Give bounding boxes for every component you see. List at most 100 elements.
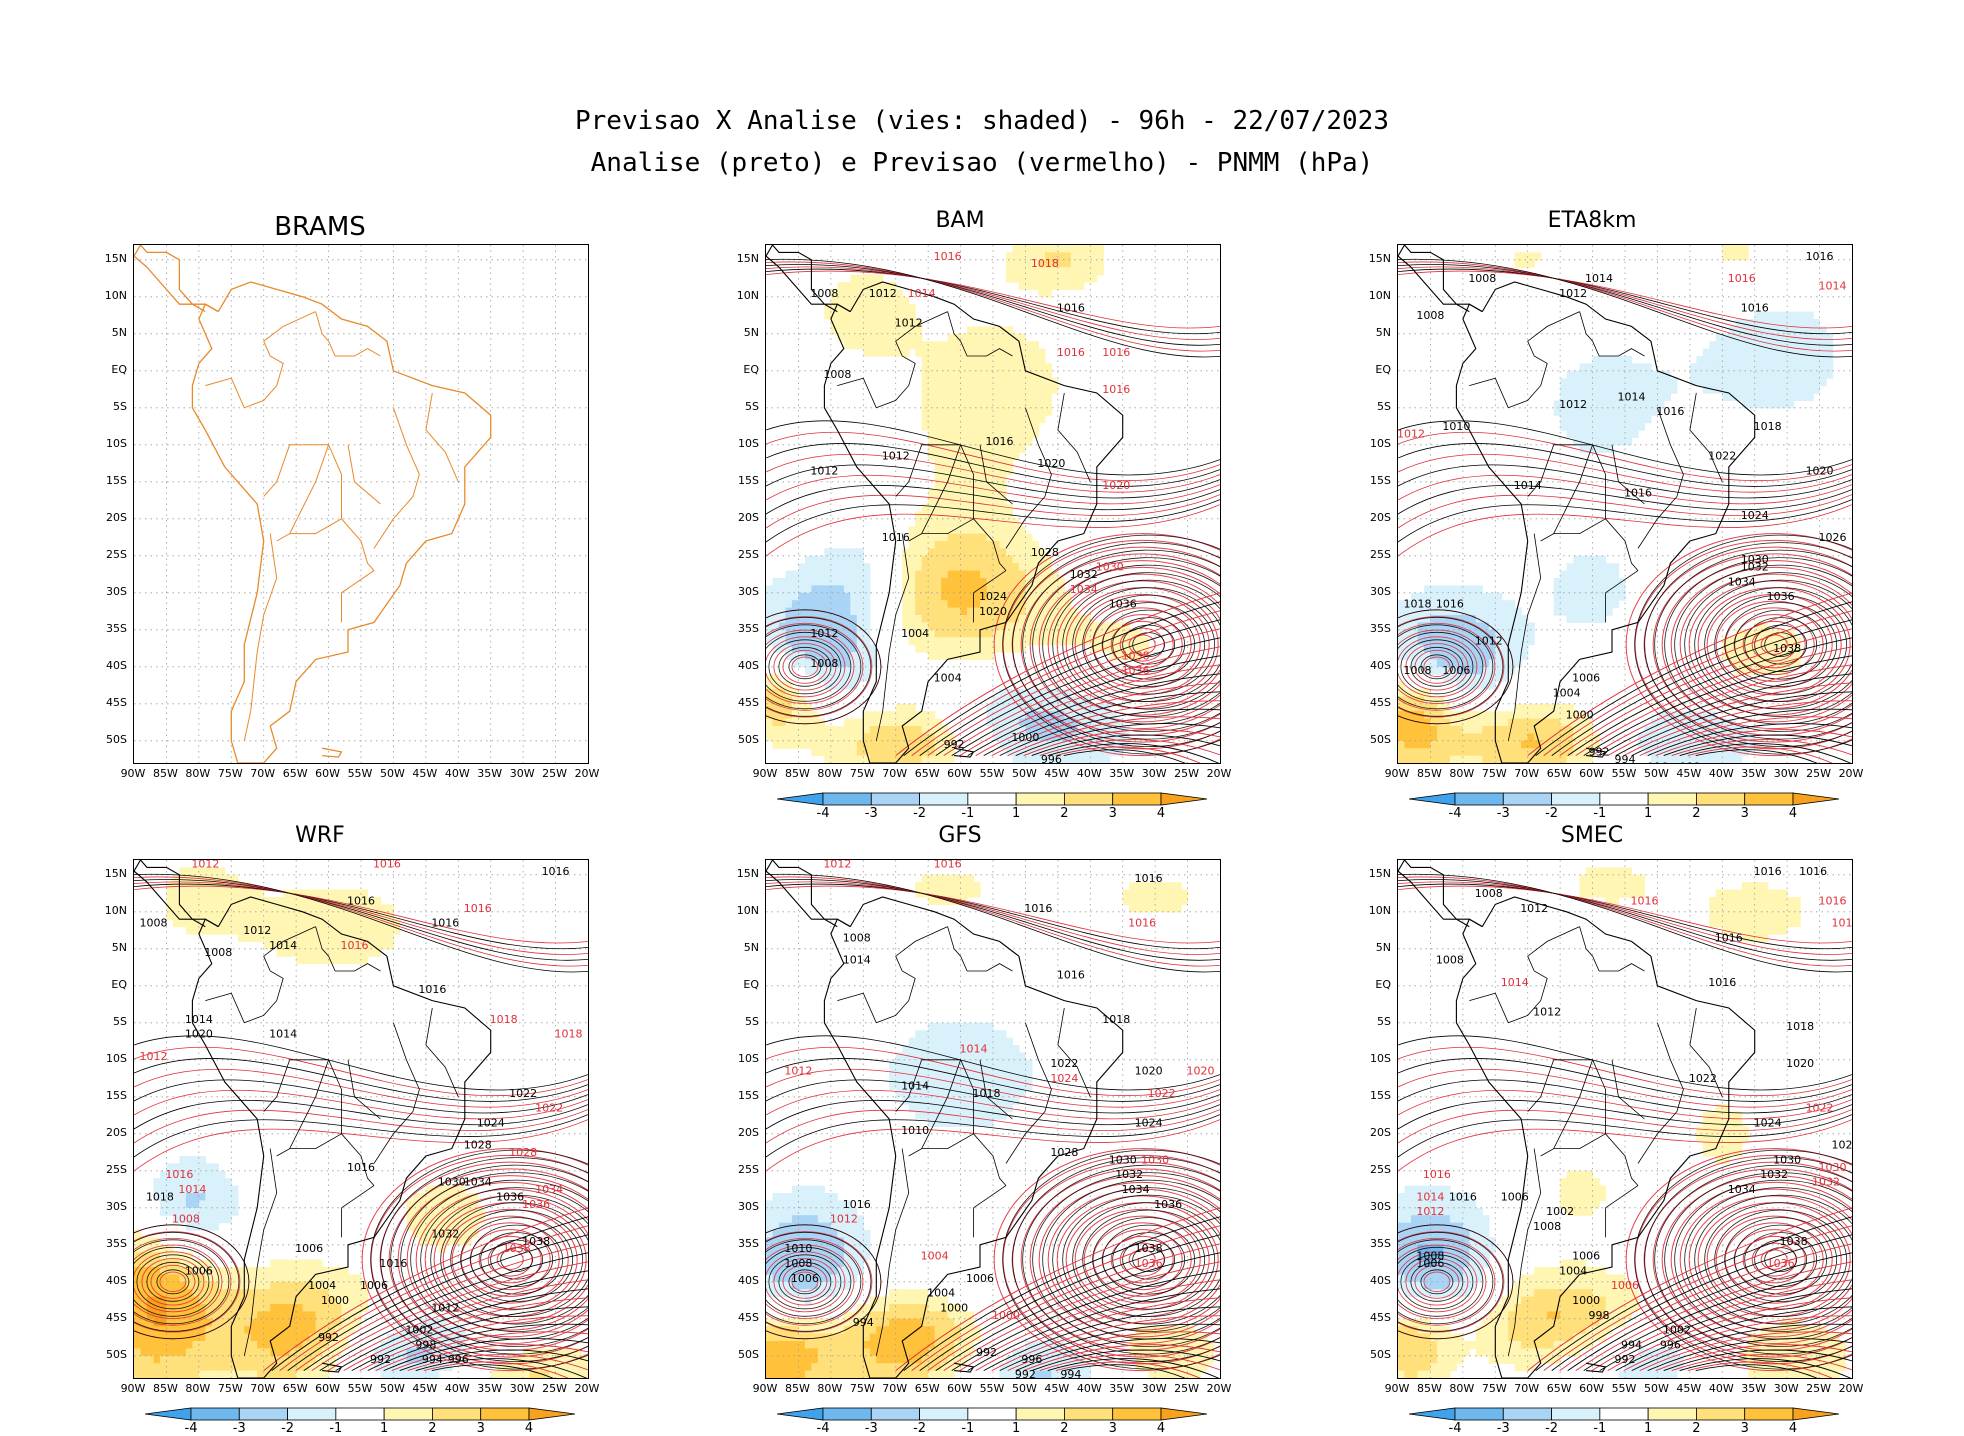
contour-label: 1008 <box>1416 309 1444 322</box>
contour-label: 1020 <box>1806 464 1834 477</box>
contour-label: 1018 <box>490 1013 518 1026</box>
contour-label: 1008 <box>1468 272 1496 285</box>
lat-tick-label: 35S <box>1370 1236 1391 1250</box>
lon-tick-label: 60W <box>947 767 972 780</box>
lat-tick-label: 40S <box>738 658 759 672</box>
contour-label: 1016 <box>1624 487 1652 500</box>
lon-tick-label: 30W <box>509 767 535 780</box>
colorbar-label: 1 <box>1012 806 1021 821</box>
contour-label: 1000 <box>1566 709 1594 722</box>
contour-label: 992 <box>1015 1368 1036 1378</box>
lat-tick-label: 5S <box>113 399 127 413</box>
lat-tick-label: 35S <box>106 621 127 635</box>
lon-tick-label: 90W <box>120 767 146 780</box>
contour-label: 1036 <box>1109 598 1137 611</box>
contour-labels: 1012 1016 1016 1016 1016 1008 1014 1016 1018 1012… <box>784 860 1214 1378</box>
lon-tick-label: 50W <box>379 767 405 780</box>
lon-tick-label: 50W <box>1011 1382 1037 1395</box>
lat-tick-label: 5S <box>1377 1014 1391 1028</box>
contour-label: 998 <box>1679 760 1700 763</box>
lon-tick-label: 40W <box>444 1382 470 1395</box>
contour-label: 1014 <box>908 287 936 300</box>
contour-label: 1022 <box>535 1102 563 1115</box>
lat-tick-label: 35S <box>106 1236 127 1250</box>
lon-tick-label: 45W <box>412 767 438 780</box>
lat-tick-label: 50S <box>738 732 759 746</box>
colorbar <box>1409 1407 1840 1421</box>
contour-label: 1018 <box>1786 1020 1814 1033</box>
continent-outlines <box>1398 860 1756 1378</box>
contour-label: 1016 <box>1057 346 1085 359</box>
contour-label: 1016 <box>1449 1190 1477 1203</box>
contour-label: 1026 <box>1819 531 1847 544</box>
contour-label: 1016 <box>1436 598 1464 611</box>
contour-labels: 1012 1016 1016 1016 1016 1016 1016 1008 1008 1012… <box>139 860 582 1366</box>
colorbar-label: -3 <box>232 1421 246 1436</box>
contour-label: 1036 <box>1154 1198 1182 1211</box>
grid-lines <box>1398 860 1852 1378</box>
contour-label: 1038 <box>1122 649 1150 662</box>
contour-label: 1020 <box>1102 479 1130 492</box>
lon-tick-label: 45W <box>1676 1382 1702 1395</box>
lat-tick-label: 10S <box>1370 1051 1391 1065</box>
contour-label: 1012 <box>823 860 851 870</box>
panel-smec: SMEC <box>1272 815 1912 1435</box>
contour-label: 1020 <box>185 1028 213 1041</box>
lon-tick-label: 55W <box>979 1382 1005 1395</box>
contour-label: 1012 <box>1398 427 1425 440</box>
contour-label: 1008 <box>1416 1250 1444 1263</box>
lon-tick-label: 20W <box>574 1382 600 1395</box>
lon-tick-label: 65W <box>1546 1382 1572 1395</box>
contour-label: 992 <box>944 738 965 751</box>
panel-title: WRF <box>295 823 345 848</box>
panel-brams: BRAMS <box>0 200 640 800</box>
contour-label: 994 <box>1615 753 1636 763</box>
contour-label: 1028 <box>509 1146 537 1159</box>
contour-label: 1016 <box>985 435 1013 448</box>
lon-tick-label: 60W <box>947 1382 972 1395</box>
contour-label: 1006 <box>1416 1257 1444 1270</box>
contour-label: 1012 <box>810 627 838 640</box>
contour-label: 1016 <box>1656 405 1684 418</box>
contour-label: 1008 <box>823 368 851 381</box>
panel-eta8km: ETA8km <box>1272 200 1912 820</box>
contour-label: 1010 <box>901 1124 929 1137</box>
contour-label: 1016 <box>934 860 962 870</box>
contour-label: 1034 <box>1122 1183 1150 1196</box>
contour-label: 1014 <box>1585 272 1613 285</box>
contour-label: 1018 <box>1031 257 1059 270</box>
contour-label: 1006 <box>1572 1250 1600 1263</box>
colorbar-label: 2 <box>428 1421 437 1436</box>
lon-tick-label: 50W <box>379 1382 405 1395</box>
contour-label: 1014 <box>1501 976 1529 989</box>
lon-tick-label: 30W <box>1773 767 1799 780</box>
contour-label: 1016 <box>418 983 446 996</box>
contour-label: 1012 <box>895 316 923 329</box>
lon-tick-label: 70W <box>250 1382 276 1395</box>
lat-tick-label: 40S <box>738 1273 759 1287</box>
contour-label: 996 <box>1660 1338 1681 1351</box>
lat-tick-label: 30S <box>738 584 759 598</box>
map-canvas: 1012 1016 1016 1016 1016 1008 1014 1016 1018 1012… <box>766 860 1220 1378</box>
continent-outlines <box>1398 245 1756 763</box>
contour-label: 1012 <box>1416 1205 1444 1218</box>
lon-tick-label: 25W <box>542 767 567 780</box>
map-frame: 1012 1016 1016 1016 1016 1016 1016 1008 1008 1012… <box>133 859 589 1379</box>
lon-tick-label: 80W <box>185 1382 211 1395</box>
contour-label: 1016 <box>1057 302 1085 315</box>
contour-label: 1018 <box>1754 420 1782 433</box>
panel-bam: BAM <box>640 200 1280 820</box>
lat-tick-label: 20S <box>1370 510 1391 524</box>
lon-tick-label: 80W <box>817 1382 843 1395</box>
colorbar-label: -1 <box>1593 806 1607 821</box>
contour-label: 1036 <box>496 1190 524 1203</box>
lon-tick-label: 45W <box>1676 767 1702 780</box>
colorbar-label: -2 <box>281 1421 295 1436</box>
lon-tick-label: 25W <box>542 1382 567 1395</box>
lon-tick-label: 70W <box>882 767 908 780</box>
lat-tick-label: 15S <box>1370 1088 1391 1102</box>
lat-tick-label: EQ <box>111 977 127 991</box>
contour-label: 1028 <box>1031 546 1059 559</box>
contour-label: 1016 <box>341 939 369 952</box>
contour-label: 1016 <box>934 250 962 263</box>
